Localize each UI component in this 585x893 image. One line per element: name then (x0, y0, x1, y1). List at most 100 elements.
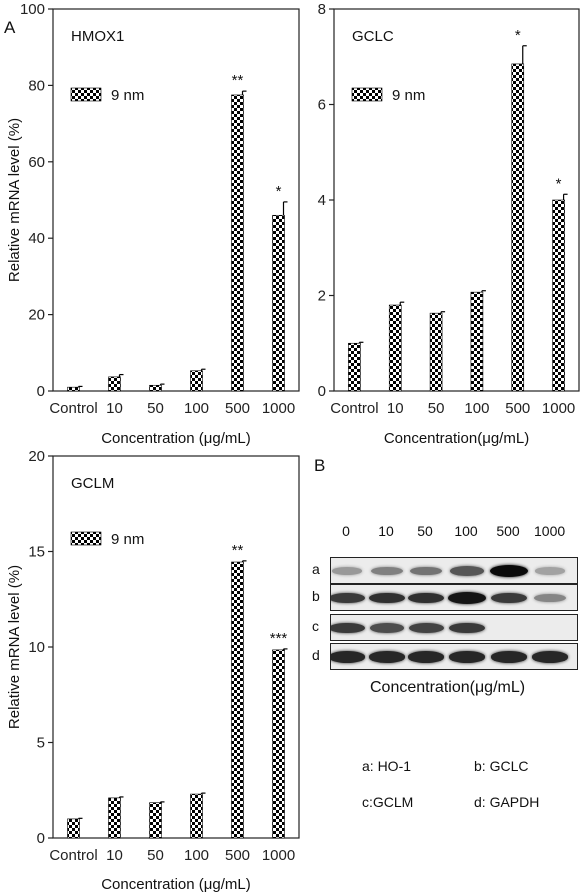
x-tick-label: 500 (225, 400, 250, 417)
blot-band (535, 567, 565, 575)
blot-band (331, 592, 365, 604)
y-tick-label: 80 (28, 77, 45, 94)
x-tick-label: 10 (106, 847, 123, 864)
blot-lane-label: 500 (496, 523, 520, 539)
blot-band (408, 622, 444, 634)
plot-frame (52, 455, 300, 839)
blot-band (331, 567, 363, 575)
blot-row-label: b (312, 588, 320, 604)
y-tick-label: 0 (318, 383, 326, 400)
panel-a-label: A (4, 18, 16, 37)
y-tick-label: 6 (318, 97, 326, 114)
x-axis-label: Concentration (μg/mL) (101, 876, 251, 893)
blot-band (449, 622, 485, 634)
x-tick-label: 500 (225, 847, 250, 864)
x-tick-label: Control (49, 847, 97, 864)
bar (388, 304, 402, 392)
bar (231, 561, 244, 839)
blot-band (369, 592, 405, 604)
blot-band (490, 651, 528, 663)
chart-gclc: 0 2 4 6 8 Control 10 50 100 * 500 * 1000 GCLC 9 nm Conc… (318, 1, 580, 447)
x-tick-label: 1000 (262, 847, 295, 864)
x-tick-label: 10 (106, 400, 123, 417)
blot-row (330, 557, 578, 584)
blot-row (330, 584, 578, 611)
y-tick-label: 10 (28, 639, 45, 656)
blot-band (409, 566, 443, 576)
blot-band (368, 651, 406, 663)
legend-swatch (351, 87, 383, 102)
bar (429, 312, 443, 392)
chart-title: GCLM (71, 475, 114, 492)
blot-band (331, 651, 366, 663)
significance-mark: * (276, 183, 282, 200)
legend-swatch (70, 531, 102, 546)
x-axis-label: Concentration(μg/mL) (384, 430, 529, 447)
blot-band (491, 592, 527, 604)
blot-band (450, 566, 484, 576)
bar (231, 94, 244, 392)
blot-lane-label: 0 (342, 523, 350, 539)
blot-band (448, 592, 486, 604)
blot-row-label: a (312, 561, 320, 577)
blot-band (369, 623, 405, 633)
significance-mark: *** (270, 630, 288, 647)
y-tick-label: 8 (318, 1, 326, 18)
blot-row (330, 643, 578, 670)
legend-label: 9 nm (111, 87, 144, 104)
y-axis-label: Relative mRNA level (%) (6, 565, 23, 729)
blot-band (448, 651, 486, 663)
legend-swatch (70, 87, 102, 102)
y-axis-label: Relative mRNA level (%) (6, 118, 23, 282)
bar (149, 802, 162, 839)
blot-band (331, 622, 365, 634)
bar (67, 386, 80, 392)
y-tick-label: 4 (318, 192, 326, 209)
x-tick-label: Control (49, 400, 97, 417)
legend-label: 9 nm (392, 87, 425, 104)
blot-lane-label: 10 (378, 523, 394, 539)
bar (470, 291, 484, 392)
x-tick-label: 100 (184, 847, 209, 864)
y-tick-label: 2 (318, 288, 326, 305)
plot-frame (52, 8, 300, 392)
bar (190, 793, 203, 839)
x-tick-label: 50 (147, 400, 164, 417)
blot-band (407, 651, 445, 663)
blot-legend-d: d: GAPDH (474, 794, 540, 810)
y-tick-label: 60 (28, 154, 45, 171)
x-axis-label: Concentration (μg/mL) (101, 430, 251, 447)
x-tick-label: 100 (184, 400, 209, 417)
x-tick-label: 1000 (262, 400, 295, 417)
y-tick-label: 15 (28, 544, 45, 561)
blot-row (330, 614, 578, 641)
y-tick-label: 20 (28, 307, 45, 324)
bar (552, 199, 565, 392)
blot-row-label: d (312, 647, 320, 663)
x-tick-label: 500 (505, 400, 530, 417)
blot-lane-label: 50 (417, 523, 433, 539)
bar (108, 376, 121, 392)
chart-hmox1: 0 20 40 60 80 100 Control 10 50 100 ** 500 * 1000 HMOX… (6, 1, 300, 447)
chart-title: HMOX1 (71, 28, 124, 45)
y-tick-label: 40 (28, 230, 45, 247)
bar (67, 818, 80, 839)
chart-title: GCLC (352, 28, 394, 45)
significance-mark: ** (232, 72, 244, 89)
bar (190, 370, 203, 392)
blot-legend-a: a: HO-1 (362, 758, 412, 774)
y-tick-label: 0 (37, 383, 45, 400)
x-tick-label: Control (330, 400, 378, 417)
blot-axis-label: Concentration(μg/mL) (370, 679, 526, 696)
blot-band (490, 565, 528, 577)
blot-row-label: c (312, 618, 319, 634)
bar (272, 214, 285, 392)
significance-mark: * (556, 175, 562, 192)
bar (272, 649, 285, 839)
blot-band (408, 592, 444, 604)
chart-gclm: 0 5 10 15 20 Control 10 50 100 ** 500 *** 1000 GCLM 9 … (6, 448, 300, 893)
y-tick-label: 5 (37, 735, 45, 752)
x-tick-label: 10 (387, 400, 404, 417)
blot-legend-c: c:GCLM (362, 794, 414, 810)
